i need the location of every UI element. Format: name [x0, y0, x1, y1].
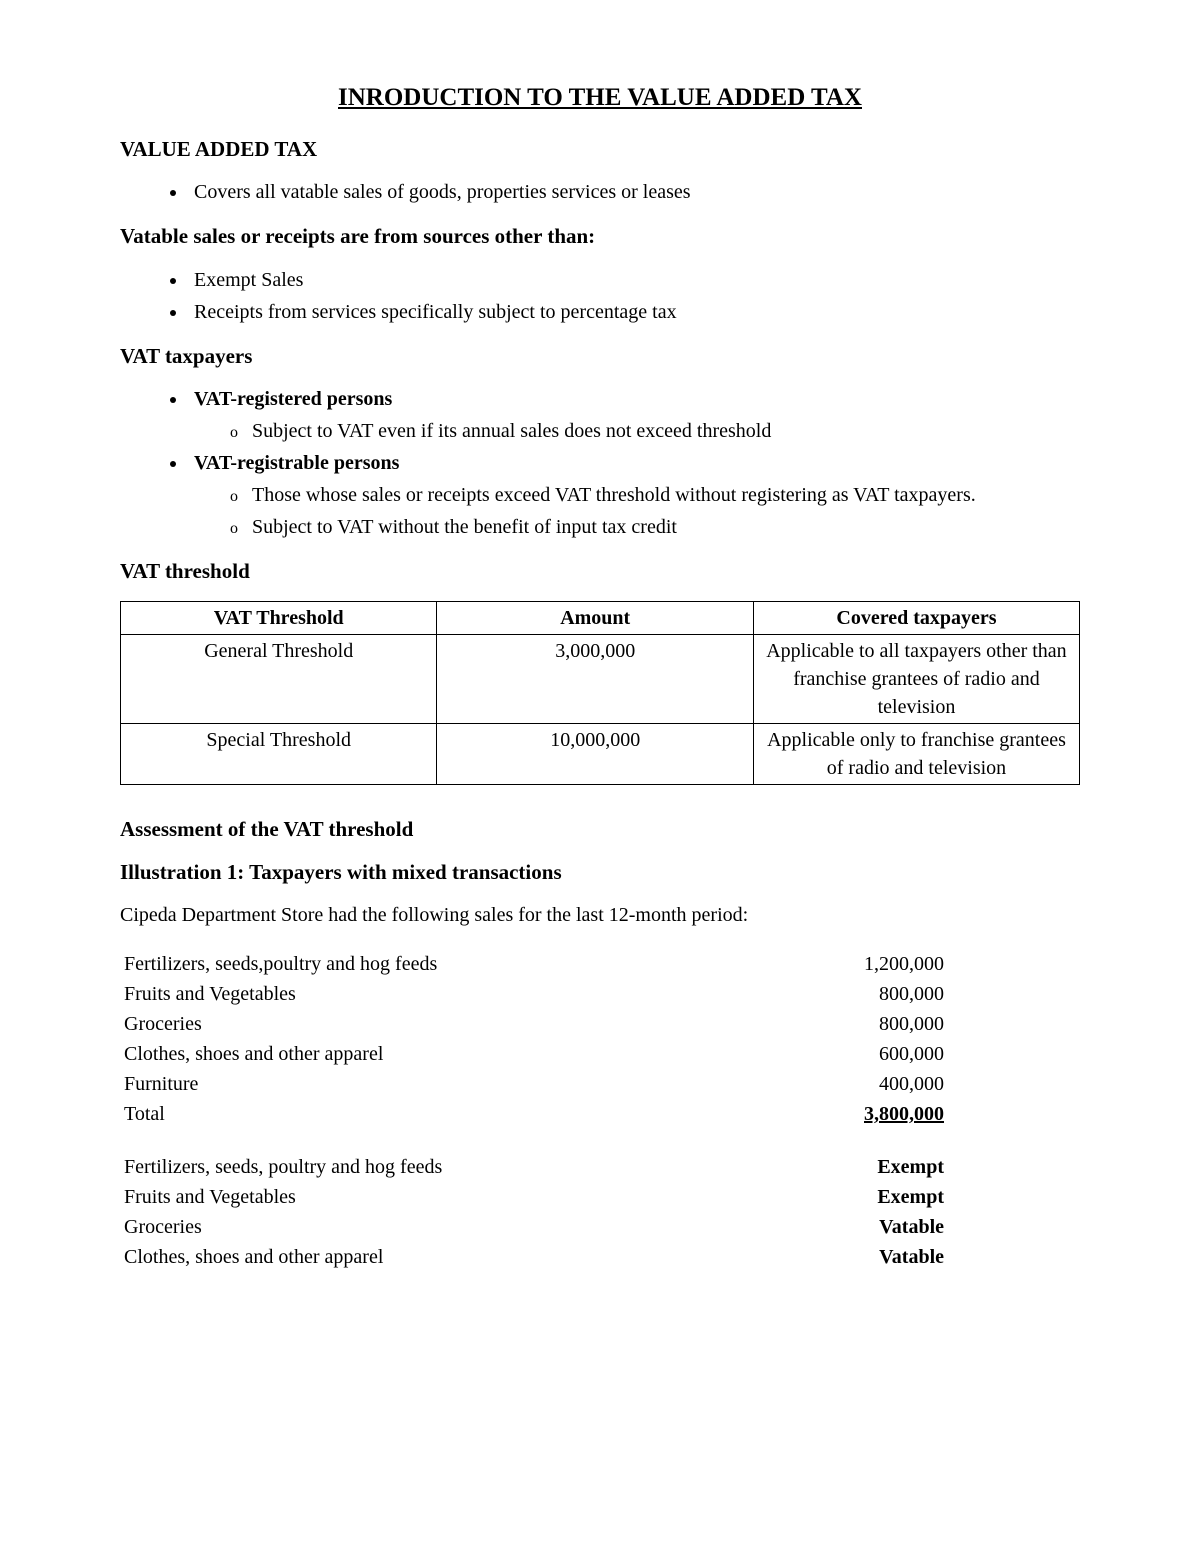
sub-list: Subject to VAT even if its annual sales … — [246, 417, 1080, 445]
table-row: Fertilizers, seeds, poultry and hog feed… — [124, 1152, 944, 1182]
section-heading-illustration-1: Illustration 1: Taxpayers with mixed tra… — [120, 858, 1080, 887]
total-amount: 3,800,000 — [864, 1103, 944, 1125]
item-amount: 1,200,000 — [777, 949, 944, 979]
table-row: Furniture 400,000 — [124, 1069, 944, 1099]
item-label: Fruits and Vegetables — [124, 979, 777, 1009]
list-item: VAT-registered persons Subject to VAT ev… — [188, 385, 1080, 445]
list-item: Subject to VAT even if its annual sales … — [246, 417, 1080, 445]
table-row: Groceries 800,000 — [124, 1009, 944, 1039]
item-label: Fertilizers, seeds,poultry and hog feeds — [124, 949, 777, 979]
item-label: Furniture — [124, 1069, 777, 1099]
vatable-sources-list: Exempt Sales Receipts from services spec… — [188, 266, 1080, 326]
sales-items-table: Fertilizers, seeds,poultry and hog feeds… — [124, 949, 944, 1128]
section-heading-vat: VALUE ADDED TAX — [120, 135, 1080, 164]
list-item: Covers all vatable sales of goods, prope… — [188, 178, 1080, 206]
section-heading-vatable-sales: Vatable sales or receipts are from sourc… — [120, 222, 1080, 251]
item-amount: 600,000 — [777, 1039, 944, 1069]
document-title: INRODUCTION TO THE VALUE ADDED TAX — [120, 80, 1080, 115]
table-header: Amount — [437, 601, 753, 634]
table-cell: 3,000,000 — [437, 634, 753, 723]
table-row: Fruits and Vegetables 800,000 — [124, 979, 944, 1009]
item-amount: 800,000 — [777, 979, 944, 1009]
table-row: Clothes, shoes and other apparel Vatable — [124, 1242, 944, 1272]
table-row: Fertilizers, seeds,poultry and hog feeds… — [124, 949, 944, 979]
vat-threshold-table: VAT Threshold Amount Covered taxpayers G… — [120, 601, 1080, 785]
section-heading-vat-threshold: VAT threshold — [120, 557, 1080, 586]
table-cell: Applicable to all taxpayers other than f… — [753, 634, 1079, 723]
section-heading-vat-taxpayers: VAT taxpayers — [120, 342, 1080, 371]
item-label: Groceries — [124, 1009, 777, 1039]
classification-table: Fertilizers, seeds, poultry and hog feed… — [124, 1152, 944, 1272]
table-header-row: VAT Threshold Amount Covered taxpayers — [121, 601, 1080, 634]
item-status: Vatable — [802, 1212, 944, 1242]
item-amount: 400,000 — [777, 1069, 944, 1099]
item-status: Exempt — [802, 1152, 944, 1182]
table-header: VAT Threshold — [121, 601, 437, 634]
table-row: General Threshold 3,000,000 Applicable t… — [121, 634, 1080, 723]
table-cell: 10,000,000 — [437, 723, 753, 784]
table-cell: Applicable only to franchise grantees of… — [753, 723, 1079, 784]
illustration-intro: Cipeda Department Store had the followin… — [120, 901, 1080, 929]
table-row: Groceries Vatable — [124, 1212, 944, 1242]
table-row: Clothes, shoes and other apparel 600,000 — [124, 1039, 944, 1069]
sub-list: Those whose sales or receipts exceed VAT… — [246, 481, 1080, 541]
item-label: Fertilizers, seeds, poultry and hog feed… — [124, 1152, 802, 1182]
item-status: Vatable — [802, 1242, 944, 1272]
table-row: Fruits and Vegetables Exempt — [124, 1182, 944, 1212]
list-item: Receipts from services specifically subj… — [188, 298, 1080, 326]
vat-bullet-list: Covers all vatable sales of goods, prope… — [188, 178, 1080, 206]
taxpayer-type-label: VAT-registrable persons — [194, 452, 399, 474]
list-item: Subject to VAT without the benefit of in… — [246, 513, 1080, 541]
item-status: Exempt — [802, 1182, 944, 1212]
list-item: Exempt Sales — [188, 266, 1080, 294]
item-label: Fruits and Vegetables — [124, 1182, 802, 1212]
list-item: Those whose sales or receipts exceed VAT… — [246, 481, 1080, 509]
taxpayer-type-label: VAT-registered persons — [194, 388, 392, 410]
section-heading-assessment: Assessment of the VAT threshold — [120, 815, 1080, 844]
table-header: Covered taxpayers — [753, 601, 1079, 634]
item-label: Clothes, shoes and other apparel — [124, 1039, 777, 1069]
item-label: Clothes, shoes and other apparel — [124, 1242, 802, 1272]
vat-taxpayers-list: VAT-registered persons Subject to VAT ev… — [188, 385, 1080, 541]
total-row: Total 3,800,000 — [124, 1099, 944, 1128]
table-row: Special Threshold 10,000,000 Applicable … — [121, 723, 1080, 784]
list-item: VAT-registrable persons Those whose sale… — [188, 449, 1080, 541]
item-label: Groceries — [124, 1212, 802, 1242]
table-cell: Special Threshold — [121, 723, 437, 784]
table-cell: General Threshold — [121, 634, 437, 723]
total-label: Total — [124, 1099, 777, 1128]
item-amount: 800,000 — [777, 1009, 944, 1039]
spacer — [120, 1128, 1080, 1152]
